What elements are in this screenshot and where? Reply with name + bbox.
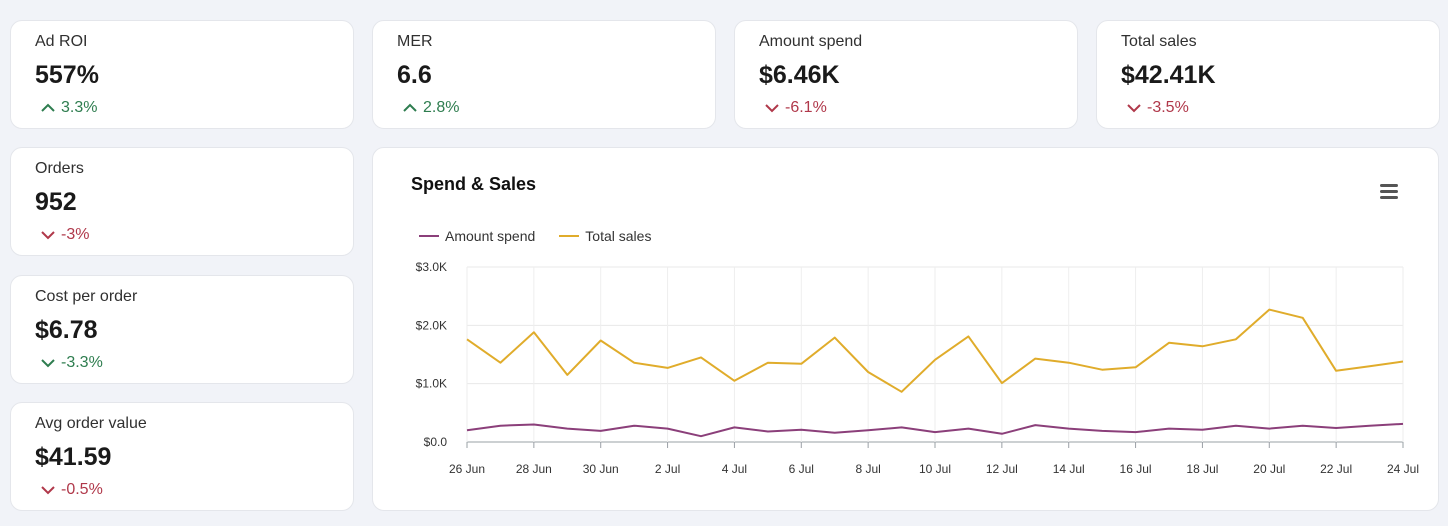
- kpi-change: -0.5%: [41, 481, 103, 499]
- arrow-down-icon: [41, 231, 55, 240]
- kpi-change-value: -6.1%: [785, 99, 827, 116]
- kpi-label: Ad ROI: [35, 33, 88, 50]
- kpi-change-value: 3.3%: [61, 99, 98, 116]
- kpi-card-orders: Orders 952 -3%: [10, 147, 354, 256]
- legend-item-amount-spend[interactable]: Amount spend: [419, 228, 535, 244]
- spend-sales-chart: $0.0 $1.0K $2.0K $3.0K 26 Jun 28 Jun 30 Jun 2 J…: [416, 260, 1419, 476]
- kpi-change-value: -3%: [61, 226, 90, 243]
- kpi-label: Total sales: [1121, 33, 1197, 50]
- x-tick-label: 14 Jul: [1053, 462, 1085, 476]
- x-tick-label: 10 Jul: [919, 462, 951, 476]
- kpi-value: $41.59: [35, 443, 112, 471]
- kpi-change-value: -3.5%: [1147, 99, 1189, 116]
- y-tick-label: $1.0K: [416, 377, 447, 391]
- arrow-up-icon: [403, 103, 417, 112]
- legend-item-total-sales[interactable]: Total sales: [559, 228, 651, 244]
- x-tick-label: 4 Jul: [722, 462, 747, 476]
- kpi-card-cost-per-order: Cost per order $6.78 -3.3%: [10, 275, 354, 384]
- x-tick-label: 12 Jul: [986, 462, 1018, 476]
- kpi-card-total-sales: Total sales $42.41K -3.5%: [1096, 20, 1440, 129]
- kpi-change-value: -0.5%: [61, 481, 103, 498]
- kpi-change: -3.5%: [1127, 99, 1189, 117]
- series-line-amount-spend: [466, 422, 1404, 438]
- kpi-change-value: -3.3%: [61, 354, 103, 371]
- x-tick-label: 30 Jun: [583, 462, 619, 476]
- kpi-change: -3%: [41, 226, 89, 244]
- x-tick-label: 2 Jul: [655, 462, 680, 476]
- kpi-value: 952: [35, 188, 77, 216]
- x-tick-label: 6 Jul: [789, 462, 814, 476]
- x-tick-label: 20 Jul: [1253, 462, 1285, 476]
- chart-title: Spend & Sales: [411, 174, 537, 194]
- kpi-label: Orders: [35, 160, 84, 177]
- arrow-down-icon: [41, 486, 55, 495]
- kpi-label: MER: [397, 33, 433, 50]
- chart-legend: Amount spend Total sales: [419, 228, 675, 244]
- kpi-label: Avg order value: [35, 415, 147, 432]
- legend-label: Total sales: [585, 228, 652, 244]
- kpi-value: $6.46K: [759, 61, 840, 89]
- kpi-value: $6.78: [35, 316, 98, 344]
- spend-sales-chart-card: $0.0 $1.0K $2.0K $3.0K 26 Jun 28 Jun 30 Jun 2 J…: [372, 147, 1439, 511]
- kpi-card-amount-spend: Amount spend $6.46K -6.1%: [734, 20, 1078, 129]
- series-line-total-sales: [466, 308, 1404, 393]
- kpi-change: 3.3%: [41, 99, 97, 117]
- x-tick-label: 22 Jul: [1320, 462, 1352, 476]
- x-tick-label: 26 Jun: [449, 462, 485, 476]
- kpi-label: Cost per order: [35, 288, 138, 305]
- kpi-card-avg-order-value: Avg order value $41.59 -0.5%: [10, 402, 354, 511]
- x-tick-label: 24 Jul: [1387, 462, 1419, 476]
- y-tick-label: $0.0: [424, 435, 448, 449]
- kpi-value: $42.41K: [1121, 61, 1216, 89]
- legend-swatch: [419, 235, 439, 237]
- x-tick-label: 8 Jul: [855, 462, 880, 476]
- x-tick-label: 28 Jun: [516, 462, 552, 476]
- arrow-down-icon: [765, 104, 779, 113]
- arrow-down-icon: [41, 359, 55, 368]
- x-tick-label: 16 Jul: [1120, 462, 1152, 476]
- kpi-value: 557%: [35, 61, 99, 89]
- kpi-label: Amount spend: [759, 33, 863, 50]
- legend-swatch: [559, 235, 580, 237]
- kpi-change: 2.8%: [403, 99, 459, 117]
- x-tick-label: 18 Jul: [1186, 462, 1218, 476]
- kpi-card-ad-roi: Ad ROI 557% 3.3%: [10, 20, 354, 129]
- kpi-change-value: 2.8%: [423, 99, 460, 116]
- y-tick-label: $3.0K: [416, 260, 447, 274]
- y-tick-label: $2.0K: [416, 318, 447, 332]
- kpi-value: 6.6: [397, 61, 432, 89]
- kpi-change: -6.1%: [765, 99, 827, 117]
- kpi-change: -3.3%: [41, 354, 103, 372]
- kpi-card-mer: MER 6.6 2.8%: [372, 20, 716, 129]
- arrow-down-icon: [1127, 104, 1141, 113]
- hamburger-menu-icon[interactable]: [1380, 184, 1398, 199]
- legend-label: Amount spend: [445, 228, 536, 244]
- arrow-up-icon: [41, 103, 55, 112]
